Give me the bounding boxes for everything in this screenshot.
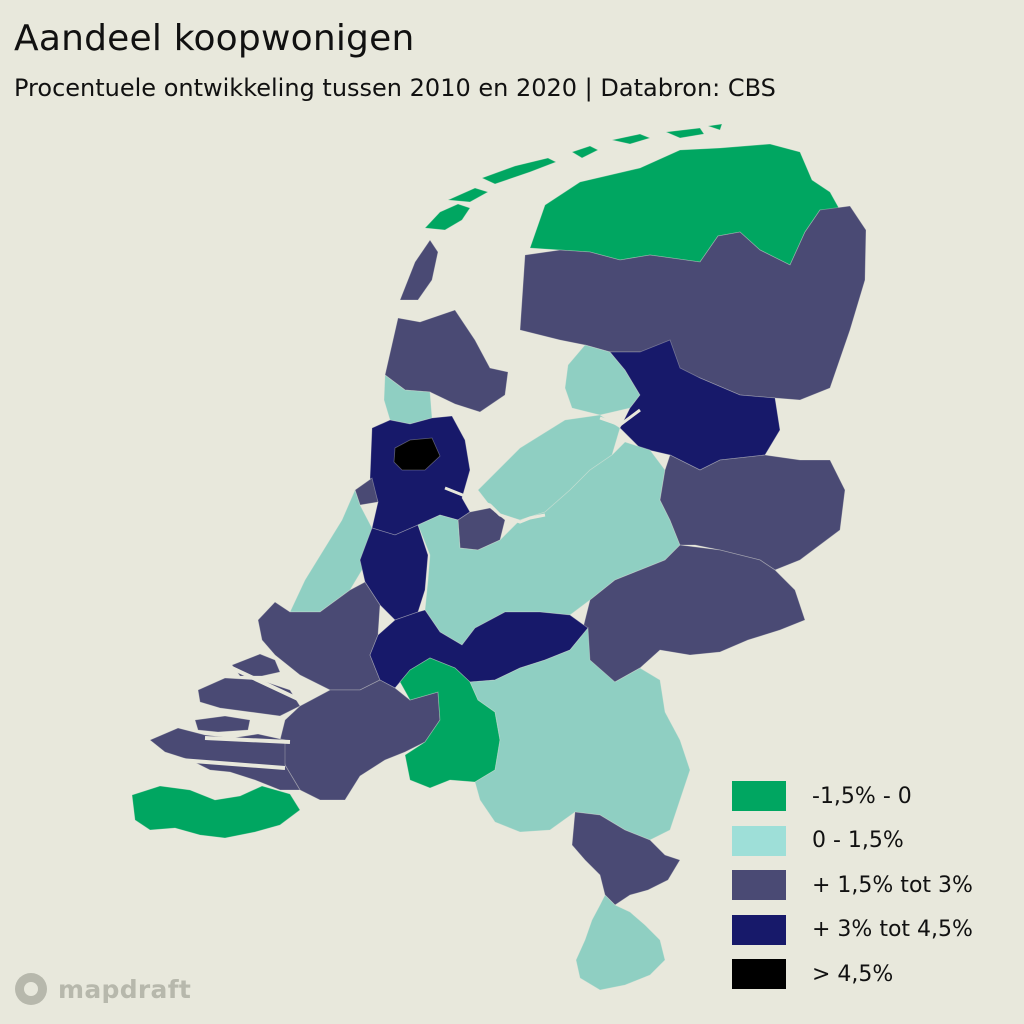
region-amsterdam-area: [369, 415, 471, 536]
region-terschelling: [480, 157, 557, 185]
mapdraft-brand: mapdraft: [14, 972, 191, 1006]
legend-label: + 3% tot 4,5%: [812, 917, 973, 943]
legend-item: + 1,5% tot 3%: [732, 863, 973, 908]
region-rottumeroog: [664, 127, 705, 139]
region-rottumerplaat: [707, 123, 723, 131]
water-channel: [599, 408, 641, 427]
region-gooi: [457, 507, 506, 551]
water-channel: [179, 666, 301, 770]
map-title: Aandeel koopwonigen: [14, 18, 415, 59]
legend-swatch: [732, 781, 786, 812]
map-subtitle: Procentuele ontwikkeling tussen 2010 en …: [14, 74, 776, 102]
legend-item: -1,5% - 0: [732, 774, 973, 819]
legend-label: -1,5% - 0: [812, 783, 912, 809]
region-vlieland: [446, 187, 490, 203]
region-limburg-mid: [571, 811, 681, 906]
region-tholen: [194, 715, 251, 733]
legend-swatch: [732, 825, 786, 856]
legend-label: > 4,5%: [812, 961, 894, 987]
water-channel: [444, 486, 546, 524]
legend: -1,5% - 0 0 - 1,5% + 1,5% tot 3% + 3% to…: [732, 774, 973, 997]
legend-item: 0 - 1,5%: [732, 819, 973, 864]
legend-item: > 4,5%: [732, 952, 973, 997]
region-twente: [659, 454, 846, 571]
legend-label: 0 - 1,5%: [812, 828, 904, 854]
region-den-helder: [399, 239, 439, 301]
legend-swatch: [732, 870, 786, 901]
region-goeree: [231, 653, 281, 677]
legend-label: + 1,5% tot 3%: [812, 872, 973, 898]
region-schiermonnikoog: [611, 133, 652, 145]
region-schouwen: [197, 677, 301, 717]
mapdraft-logo-icon: [15, 973, 47, 1005]
region-zeeuws-vlaanderen: [131, 785, 301, 839]
region-haarlem: [354, 477, 379, 506]
legend-swatch: [732, 914, 786, 945]
legend-item: + 3% tot 4,5%: [732, 908, 973, 953]
region-ameland: [571, 145, 599, 159]
region-walcheren: [149, 727, 301, 791]
legend-swatch: [732, 959, 786, 990]
region-north-frisia: [529, 143, 841, 266]
region-south-limburg: [575, 894, 666, 991]
region-zh-coast: [289, 488, 373, 613]
region-eindhoven: [469, 626, 691, 841]
region-amsterdam: [393, 437, 441, 471]
region-texel: [424, 203, 471, 231]
mapdraft-brand-text: mapdraft: [58, 974, 192, 1004]
